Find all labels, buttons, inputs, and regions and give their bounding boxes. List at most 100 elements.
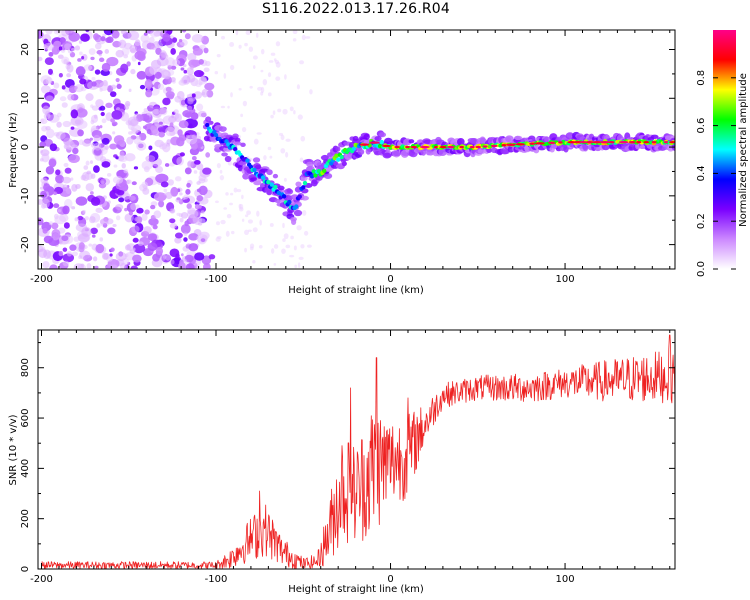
- noise-blob: [110, 264, 118, 269]
- noise-blob: [169, 208, 176, 214]
- noise-blob: [84, 172, 93, 180]
- noise-blob: [153, 210, 162, 219]
- ridge-halo: [286, 188, 292, 193]
- ridge-peak: [599, 140, 610, 144]
- noise-speck: [303, 230, 309, 236]
- colorbar-ticks: 0.0 0.2 0.4 0.6 0.8: [696, 70, 736, 277]
- colorbar-label: Normalized spectral amplitude: [738, 73, 749, 227]
- noise-blob: [187, 97, 194, 105]
- noise-speck: [262, 78, 268, 86]
- spectrogram-x-tick-label: 0: [387, 274, 393, 285]
- noise-blob: [99, 237, 104, 242]
- snr-frame: [37, 329, 676, 570]
- noise-blob: [143, 226, 152, 234]
- ridge-core: [334, 153, 339, 158]
- ridge-core: [269, 182, 275, 187]
- colorbar-tick-label: 0.4: [696, 165, 707, 181]
- noise-blob: [183, 194, 189, 200]
- noise-speck: [253, 138, 259, 145]
- noise-blob: [55, 30, 61, 33]
- spectrogram-frame: [37, 29, 676, 270]
- noise-blob: [146, 128, 152, 135]
- noise-blob: [186, 105, 193, 112]
- noise-blob: [131, 181, 137, 186]
- noise-blob: [46, 128, 55, 139]
- noise-blob: [184, 167, 192, 175]
- noise-blob: [102, 33, 107, 37]
- noise-blob: [184, 112, 192, 118]
- noise-blob: [128, 88, 132, 93]
- noise-blob: [39, 141, 47, 148]
- noise-blob: [173, 109, 179, 115]
- noise-blob: [45, 30, 53, 35]
- noise-blob: [80, 263, 85, 268]
- snr-y-tick-label: 600: [20, 409, 31, 428]
- noise-blob: [124, 213, 134, 223]
- chart-title: S116.2022.013.17.26.R04: [262, 1, 450, 17]
- ridge-halo: [295, 181, 302, 187]
- noise-speck: [238, 44, 242, 49]
- noise-blob: [186, 94, 191, 98]
- noise-speck: [289, 106, 294, 112]
- ridge-halo: [260, 168, 269, 173]
- noise-blob: [101, 118, 107, 124]
- noise-blob: [74, 119, 82, 125]
- noise-blob: [43, 113, 51, 120]
- ridge-core: [301, 185, 306, 190]
- noise-blob: [93, 165, 100, 173]
- noise-blob: [40, 190, 47, 199]
- noise-blob: [79, 250, 91, 260]
- ridge-halo: [209, 135, 217, 142]
- noise-speck: [306, 244, 312, 248]
- snr-y-tick-label: 0: [20, 566, 31, 572]
- noise-speck: [260, 69, 264, 73]
- noise-blob: [136, 70, 147, 80]
- noise-blob: [89, 137, 93, 141]
- noise-blob: [90, 119, 95, 125]
- noise-speck: [280, 134, 285, 141]
- noise-blob: [141, 160, 153, 170]
- noise-blob: [152, 109, 160, 115]
- noise-blob: [158, 131, 165, 138]
- noise-blob: [79, 51, 83, 56]
- noise-blob: [191, 156, 197, 161]
- noise-blob: [120, 63, 129, 74]
- noise-blob: [64, 43, 72, 50]
- noise-blob: [58, 46, 63, 51]
- noise-blob: [131, 225, 140, 234]
- snr-y-axis-label: SNR (10 * v/v): [8, 414, 19, 485]
- ridge-peak: [505, 143, 516, 146]
- noise-blob: [101, 161, 111, 168]
- noise-blob: [57, 208, 62, 213]
- noise-speck: [227, 105, 230, 109]
- noise-blob: [180, 76, 190, 84]
- ridge-halo: [650, 134, 659, 139]
- noise-blob: [202, 167, 212, 175]
- ridge-core: [311, 169, 316, 174]
- noise-blob: [102, 252, 109, 260]
- noise-blob: [185, 134, 198, 145]
- noise-blob: [109, 253, 113, 257]
- noise-blob: [198, 59, 205, 65]
- noise-blob: [77, 129, 84, 137]
- noise-blob: [179, 192, 183, 196]
- noise-blob: [126, 179, 132, 184]
- ridge-peak: [433, 145, 438, 149]
- noise-speck: [241, 218, 245, 222]
- ridge-halo: [514, 135, 523, 141]
- noise-blob: [181, 253, 184, 257]
- colorbar: 0.0 0.2 0.4 0.6 0.8 Normalized spectral ampl…: [696, 30, 749, 277]
- noise-blob: [68, 30, 73, 34]
- ridge-peak: [628, 140, 636, 144]
- noise-blob: [113, 164, 118, 168]
- noise-blob: [71, 251, 79, 257]
- noise-blob: [110, 247, 115, 252]
- noise-blob: [194, 204, 200, 210]
- ridge-peak: [446, 145, 455, 149]
- ridge-core: [233, 146, 238, 152]
- noise-speck: [252, 65, 256, 69]
- noise-blob: [48, 51, 54, 57]
- noise-blob: [157, 83, 165, 90]
- noise-blob: [147, 242, 158, 252]
- noise-blob: [38, 56, 43, 62]
